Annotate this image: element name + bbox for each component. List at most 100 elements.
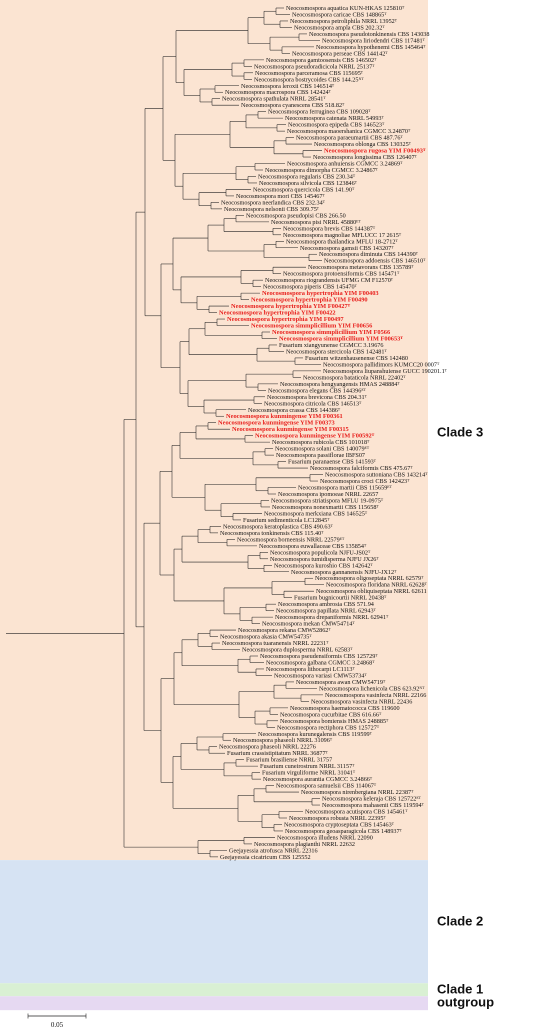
tip-label: Neocosmospora aquatica KUN-HKAS 125810ᵀ <box>286 5 405 12</box>
tip-label: Neocosmospora rubicola CBS 101018ᵀ <box>272 439 370 446</box>
tip-label: Neocosmospora acutispora CBS 145461ᵀ <box>305 809 408 816</box>
tip-label: Fusarium bugnicourtii NRRL 20438ᵀ <box>294 595 387 602</box>
tip-label: Fusarium brasiliense NRRL 31757 <box>246 757 332 764</box>
tip-label: Neocosmospora quercicola CBS 141.90ᵀ <box>253 186 355 193</box>
tip-label: Neocosmospora addoensis CBS 146510ᵀ <box>324 258 426 265</box>
tip-label: Neocosmospora bomiensis HMAS 248885ᵀ <box>280 718 389 725</box>
tip-label: Neocosmospora solani CBS 140079ᴱᵀ <box>275 446 370 453</box>
tip-label: Neocosmospora kuroshio CBS 142642ᵀ <box>274 562 373 569</box>
clade-label: Clade 3 <box>437 424 483 439</box>
tip-label: Neocosmospora hypothenemi CBS 145464ᵀ <box>316 44 426 51</box>
tip-label: Neocosmospora epipeda CBS 146523ᵀ <box>288 122 385 129</box>
tip-label: Neocosmospora lithocarpi LC1113ᵀ <box>266 666 355 673</box>
tip-label: Neocosmospora simmplicillium YIM F00656 <box>251 323 373 330</box>
tip-label: Neocosmospora kunmingense YIM F00592ᵀ <box>255 433 375 440</box>
scale-bar-label: 0.05 <box>51 1021 64 1029</box>
tip-label: Neocosmospora floridana NRRL 62628ᵀ <box>326 582 428 589</box>
tip-label: Neocosmospora pseudensiformis CBS 125729… <box>260 653 378 660</box>
tip-label: Neocosmospora drepaniformis NRRL 62941ᵀ <box>275 614 389 621</box>
tip-label: Neocosmospora vasinfecta NRRL 22166 <box>325 692 426 699</box>
tip-label: Neocosmospora gannanensis NJFU-JX12ᵀ <box>291 569 397 576</box>
tip-label: Fusarium sedimenticola LC12845ᵀ <box>243 517 330 524</box>
tip-label: Neocosmospora longissima CBS 126407ᵀ <box>313 154 418 161</box>
tip-label: Neocosmospora gamsii CBS 143207ᵀ <box>300 245 394 252</box>
tip-label: Neocosmospora illudens NRRL 22090 <box>277 834 373 841</box>
tip-label: Neocosmospora borneensis NRRL 22579ᴱᵀ <box>237 536 345 543</box>
tip-label: Neocosmospora phaseoli NRRL 31096ᵀ <box>233 737 333 744</box>
tip-label: Neocosmospora neerlandica CBS 232.34ᵀ <box>221 199 326 206</box>
tip-label: Neocosmospora citricola CBS 146513ᵀ <box>264 400 362 407</box>
tip-label: Neocosmospora magnoliae MFLUCC 17 2615ᵀ <box>283 232 402 239</box>
tip-label: Neocosmospora falciformis CBS 475.67ᵀ <box>310 465 413 472</box>
tip-label: Neocosmospora pallidimors KUMCC20 0007ᵀ <box>323 361 440 368</box>
tip-label: Neocosmospora pseudotonkinensis CBS 1430… <box>309 31 429 38</box>
clade-band <box>0 996 428 1011</box>
tip-label: Neocosmospora vasinfecta NRRL 22436 <box>311 698 412 705</box>
tip-label: Neocosmospora cryptoseptata CBS 145463ᵀ <box>284 821 395 828</box>
tip-label: Neocosmospora merkxiana CBS 146525ᵀ <box>264 510 368 517</box>
tip-label: Neocosmospora metavorans CBS 135789ᵀ <box>308 264 414 271</box>
tip-label: Neocosmospora haematococca CBS 119600 <box>290 705 400 712</box>
tip-label: Neocosmospora phaseoli NRRL 22276 <box>219 744 316 751</box>
tip-label: Fusarium cuneirostrum NRRL 31157ᵀ <box>260 763 355 770</box>
tip-label: Neocosmospora protoensiformis CBS 145471… <box>283 271 400 278</box>
tip-label: Neocosmospora brevicona CBS 204.31ᵀ <box>267 394 368 401</box>
tip-label: Neocosmospora passiflorae IBFS07 <box>276 452 365 459</box>
tip-label: Neocosmospora obliquiseptata NRRL 62611 <box>316 588 427 595</box>
tip-label: Neocosmospora paraeumartii CBS 487.76ᵀ <box>296 135 403 142</box>
tip-label: Neocosmospora robusta NRRL 22395ᵀ <box>289 815 386 822</box>
tip-label: Neocosmospora populicola NJFU-JS02ᵀ <box>270 549 371 556</box>
tip-label: Neocosmospora hypertrophia YIM F00403 <box>262 290 379 297</box>
tip-label: Neocosmospora nelsonii CBS 309.75ᵀ <box>224 206 320 213</box>
tip-label: Neocosmospora pseudopisi CBS 266.50 <box>246 212 346 219</box>
tip-label: Neocosmospora parceramosa CBS 115695ᵀ <box>255 70 364 77</box>
tip-label: Neocosmospora kunmingense YIM F00315 <box>232 426 349 433</box>
tip-label: Neocosmospora mori CBS 145467ᵀ <box>236 193 325 200</box>
tip-label: Neocosmospora oligoseptata NRRL 62579ᵀ <box>315 575 424 582</box>
tip-label: Neocosmospora keratoplastica CBS 490.63ᵀ <box>223 523 334 530</box>
tip-label: Neocosmospora simmplicillium YIM F0566 <box>272 329 391 336</box>
tip-label: Neocosmospora riograndensis UFMG CM F125… <box>265 277 394 284</box>
tip-label: Fusarium crassistipitatum NRRL 36877ᵀ <box>227 750 329 757</box>
tip-label: Neocosmospora suttoniana CBS 143214ᵀ <box>325 472 428 479</box>
tip-label: Neocosmospora ambrosia CBS 571.94 <box>278 601 374 608</box>
tip-label: Neocosmospora silvicola CBS 123846ᵀ <box>259 180 358 187</box>
clade-band <box>0 0 428 861</box>
tip-label: Neocosmospora nonexmartii CBS 115658ᵀ <box>272 504 379 511</box>
clade-band <box>0 983 428 997</box>
tip-label: Geejayessia atrofusca NRRL 22316 <box>229 847 318 854</box>
tip-label: Neocosmospora martii CBS 115659ᴱᵀ <box>298 485 393 492</box>
tip-label: Neocosmospora oblonga CBS 130325ᵀ <box>314 141 412 148</box>
tip-label: Geejayessia cicatricum CBS 125552 <box>220 854 311 861</box>
tip-label: Neocosmospora lichenicola CBS 623.92ᴺᵀ <box>319 685 425 692</box>
tip-label: Neocosmospora gamtoosensis CBS 146502ᵀ <box>266 57 377 64</box>
tip-label: Neocosmospora striatispora MFLU 19-0975ᵀ <box>271 497 384 504</box>
clade-label: outgroup <box>437 995 494 1010</box>
tip-label: Neocosmospora euwallaceae CBS 135854ᵀ <box>259 543 367 550</box>
tree-branches <box>6 7 324 858</box>
tip-label: Neocosmospora geoasparagicola CBS 148937… <box>285 828 403 835</box>
tip-label: Fusarium paranaense CBS 141593ᵀ <box>288 459 377 466</box>
clade-bands <box>0 0 428 1011</box>
tip-label: Neocosmospora hypertrophia YIM F00490 <box>251 297 368 304</box>
tip-label: Neocosmospora akasia CMW54735ᵀ <box>220 634 312 641</box>
tip-label: Neocosmospora duplospermа NRRL 62583ᵀ <box>242 647 353 654</box>
tip-label: Neocosmospora cyanescens CBS 518.82ᵀ <box>241 102 345 109</box>
tip-label: Neocosmospora ferruginea CBS 109028ᵀ <box>268 109 371 116</box>
tip-label: Neocosmospora aurantia CGMCC 3.24866ᵀ <box>263 776 373 783</box>
tip-label: Neocosmospora piperis CBS 145470ᵀ <box>263 284 358 291</box>
tip-label: Neocosmospora tumidisperma NJFU JX26ᵀ <box>270 556 379 563</box>
tip-label: Neocosmospora kunmingense YIM F00361 <box>226 413 343 420</box>
tip-label: Neocosmospora kurunegalensis CBS 119599ᵀ <box>258 731 373 738</box>
tip-label: Neocosmospora variasi CMW53734ᵀ <box>274 672 367 679</box>
tip-label: Neocosmospora macrospora CBS 142424ᵀ <box>225 89 332 96</box>
scale-bar: 0.05 <box>27 1013 87 1029</box>
tip-label: Neocosmospora leroxii CBS 146514ᵀ <box>241 83 335 90</box>
tip-label: Fusarium witzenhausenense CBS 142480 <box>305 355 408 362</box>
tip-label: Neocosmospora kunmingense YIM F00373 <box>218 420 335 427</box>
tip-label: Neocosmospora brevis CBS 144387ᵀ <box>283 225 376 232</box>
tip-label: Neocosmospora regularis CBS 230.34ᵀ <box>258 173 356 180</box>
tip-label: Neocosmospora maoershanica CGMCC 3.24870… <box>287 128 411 135</box>
tip-label: Neocosmospora hypertrophia YIM F00497 <box>227 316 344 323</box>
tip-label: Neocosmospora rectiphora CBS 125727ᵀ <box>277 724 380 731</box>
